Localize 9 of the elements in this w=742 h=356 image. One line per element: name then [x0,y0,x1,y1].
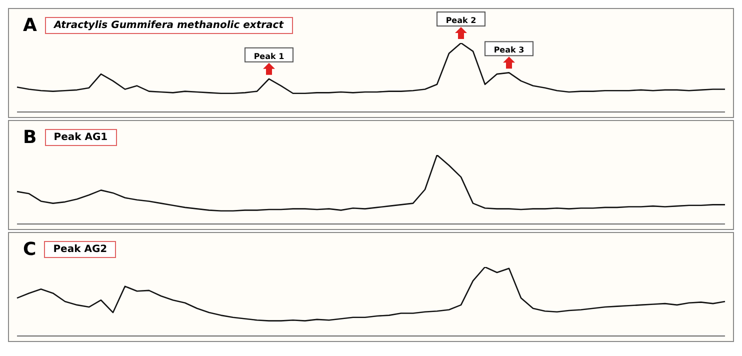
chart-subtitle: Peak AG2 [44,241,116,258]
annotation: Peak 1 [254,52,285,61]
chart-subtitle: Atractylis Gummifera methanolic extract [44,17,292,34]
chart-title: B [23,127,37,148]
chart-subtitle: Peak AG1 [44,129,117,146]
chart-title: A [23,15,37,36]
annotation: Peak 2 [446,16,476,25]
annotation: Peak 3 [494,46,524,55]
chart-title: C [23,239,36,260]
